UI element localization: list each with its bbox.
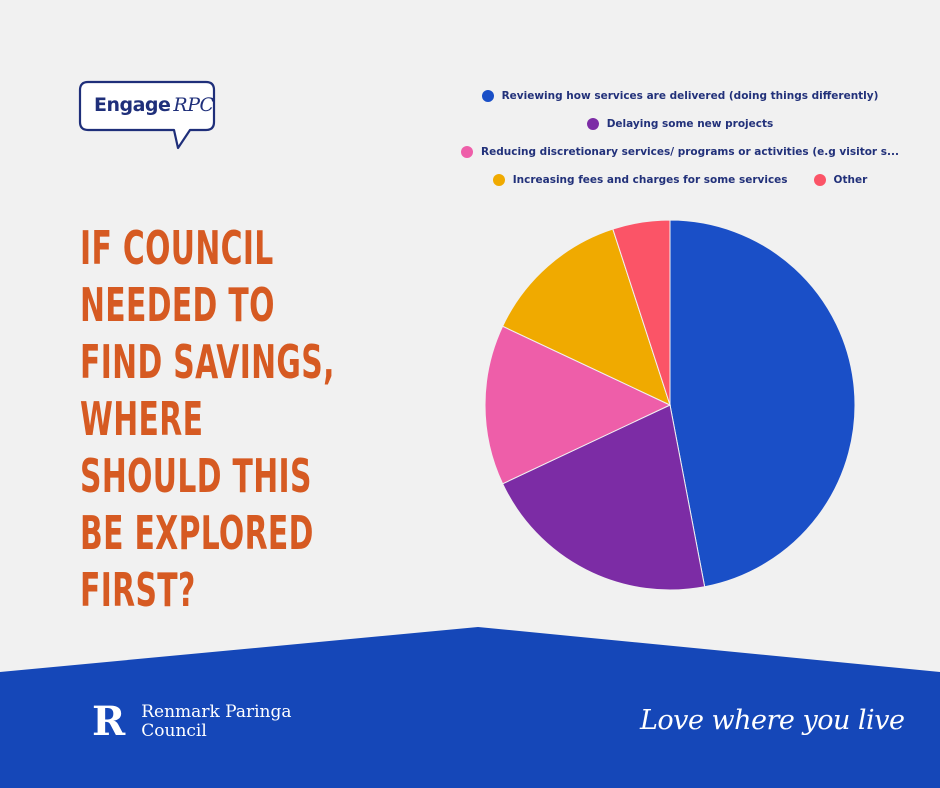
pie-slice-1 (501, 404, 706, 591)
legend-swatch (813, 174, 826, 186)
council-name: Renmark Paringa Council (141, 702, 292, 741)
legend-item-other: Other (813, 174, 868, 186)
legend-item-delaying: Delaying some new projects (586, 118, 774, 130)
legend-row-4: Increasing fees and charges for some ser… (470, 174, 890, 186)
legend-label: Delaying some new projects (606, 118, 774, 130)
legend-swatch (461, 146, 474, 158)
legend-swatch (492, 174, 505, 186)
legend-row-1: Reviewing how services are delivered (do… (470, 90, 890, 102)
tagline: Love where you live (640, 705, 905, 736)
legend-row-2: Delaying some new projects (470, 118, 890, 130)
logo-text-engage: Engage (94, 94, 171, 116)
pie-slice-3 (501, 228, 671, 406)
legend-row-3: Reducing discretionary services/ program… (461, 146, 899, 158)
legend-label: Reviewing how services are delivered (do… (501, 90, 879, 102)
legend-label: Increasing fees and charges for some ser… (512, 174, 788, 186)
legend-label: Reducing discretionary services/ program… (481, 146, 899, 158)
logo-text-rpc: RPC (173, 94, 214, 116)
legend-label: Other (833, 174, 868, 186)
pie-slice-2 (484, 325, 672, 485)
pie-chart (484, 219, 856, 591)
pie-slice-0 (669, 219, 856, 588)
engage-rpc-logo: Engage RPC (78, 78, 218, 152)
logo-text: Engage RPC (94, 94, 214, 116)
legend-item-fees: Increasing fees and charges for some ser… (492, 174, 788, 186)
footer-band (0, 627, 940, 788)
speech-bubble-icon (78, 80, 216, 150)
council-logo-mark: R (92, 698, 126, 745)
pie-slice-4 (612, 219, 671, 406)
legend-item-reviewing: Reviewing how services are delivered (do… (481, 90, 879, 102)
chart-legend: Reviewing how services are delivered (do… (461, 90, 899, 202)
legend-item-reducing: Reducing discretionary services/ program… (461, 146, 899, 158)
council-brand: R Renmark Paringa Council (92, 702, 311, 742)
survey-question-heading: IF COUNCIL NEEDED TO FIND SAVINGS, WHERE… (80, 221, 335, 617)
legend-swatch (481, 90, 494, 102)
legend-swatch (586, 118, 599, 130)
